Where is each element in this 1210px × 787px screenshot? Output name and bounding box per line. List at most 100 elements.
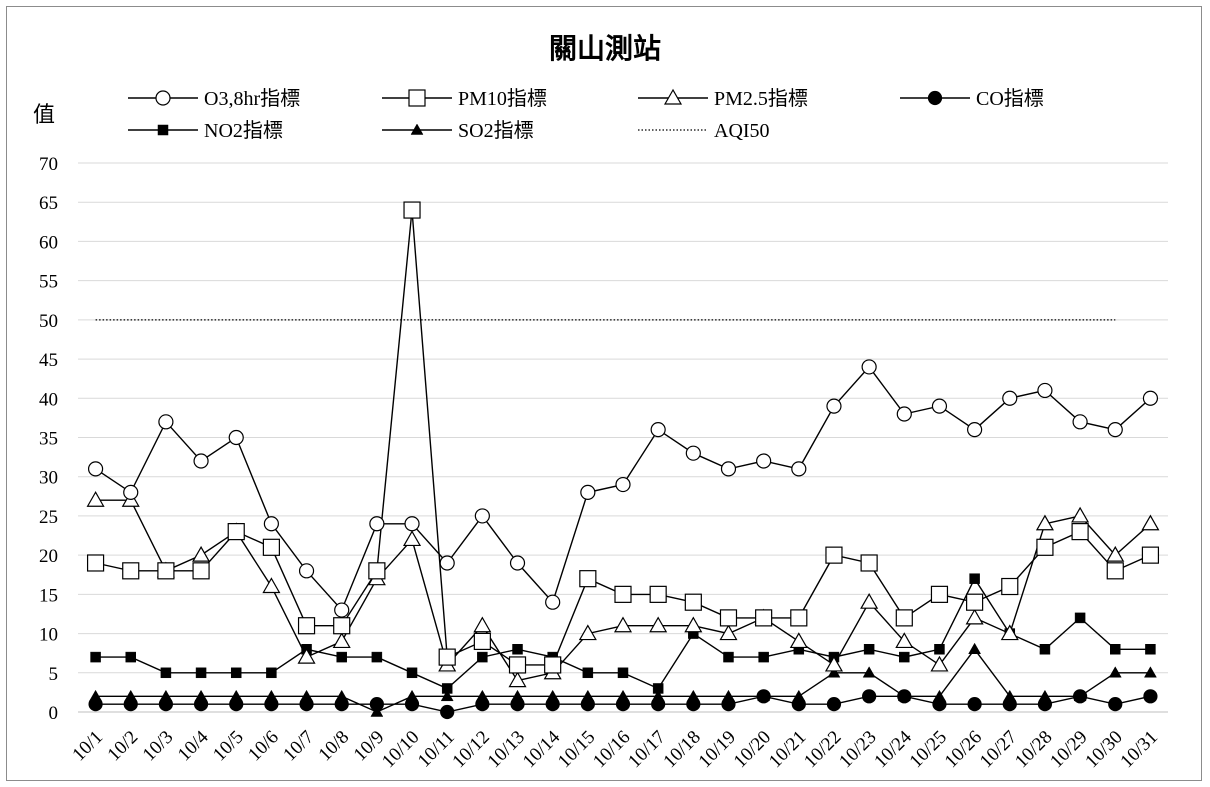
data-point <box>650 422 666 438</box>
data-point <box>510 697 525 712</box>
legend-marker <box>927 90 943 106</box>
x-tick-label: 10/2 <box>104 727 143 766</box>
y-tick-label: 60 <box>39 232 58 253</box>
data-point <box>684 593 702 611</box>
x-tick-label: 10/7 <box>279 727 318 766</box>
x-tick-label: 10/10 <box>378 727 423 772</box>
x-tick-label: 10/8 <box>315 727 354 766</box>
data-point <box>512 644 523 655</box>
legend-item: O3,8hr指標 <box>128 87 300 110</box>
data-point <box>297 617 316 635</box>
y-tick-label: 20 <box>39 546 58 567</box>
data-point <box>723 651 734 663</box>
data-point <box>860 554 878 572</box>
data-point <box>582 667 594 679</box>
x-tick-label: 10/1 <box>68 727 107 766</box>
y-axis-label: 值 <box>33 102 55 127</box>
data-point <box>969 573 980 584</box>
data-point <box>475 697 490 712</box>
data-point <box>1071 506 1090 523</box>
data-point <box>686 697 701 712</box>
data-point <box>895 609 913 627</box>
legend-marker <box>663 88 683 105</box>
series-CO指標 <box>88 689 1158 720</box>
legend-label: PM10指標 <box>458 87 547 110</box>
data-point <box>1036 538 1054 556</box>
x-tick-label: 10/24 <box>870 726 916 772</box>
data-point <box>895 632 914 649</box>
chart-title: 關山測站 <box>549 32 661 65</box>
data-point <box>721 697 736 712</box>
legend-item: SO2指標 <box>382 119 534 142</box>
data-point <box>90 651 101 663</box>
data-point <box>122 562 140 580</box>
data-point <box>617 667 629 679</box>
series-PM10指標 <box>86 201 1160 674</box>
data-point <box>649 616 668 633</box>
legend-label: AQI50 <box>714 120 770 142</box>
data-point <box>299 697 314 712</box>
x-tick-label: 10/15 <box>554 727 599 772</box>
data-point <box>932 697 947 712</box>
data-point <box>193 453 209 469</box>
data-point <box>192 562 210 580</box>
y-tick-label: 10 <box>39 625 58 646</box>
legend-label: PM2.5指標 <box>714 87 808 110</box>
y-tick-label: 30 <box>39 468 58 489</box>
data-point <box>1002 390 1018 406</box>
data-point <box>720 461 737 477</box>
data-point <box>931 398 948 414</box>
x-tick-label: 10/5 <box>209 727 248 766</box>
data-point <box>615 697 631 712</box>
data-point <box>474 508 490 524</box>
y-tick-labels: 0 5 10 15 20 25 30 35 40 45 50 55 60 65 70 <box>39 154 58 724</box>
data-point <box>578 624 597 641</box>
data-point <box>755 609 773 627</box>
legend-marker <box>410 123 424 135</box>
data-point <box>1072 689 1088 704</box>
legend-label: CO指標 <box>976 87 1044 110</box>
y-tick-label: 35 <box>39 429 58 450</box>
legend: O3,8hr指標 PM10指標 PM2.5指標 CO指標 NO2指標 SO2指標 AQI50 <box>128 87 1044 142</box>
data-point <box>789 632 808 649</box>
data-point <box>756 453 772 469</box>
x-tick-label: 10/22 <box>800 727 845 772</box>
data-point <box>88 697 103 712</box>
data-point <box>508 671 527 688</box>
data-point <box>229 697 244 712</box>
data-point <box>298 563 315 579</box>
data-point <box>334 697 349 712</box>
data-point <box>790 609 808 627</box>
data-point <box>332 632 351 649</box>
data-point <box>1141 514 1160 531</box>
legend-label: SO2指標 <box>458 119 534 142</box>
legend-item: CO指標 <box>900 87 1044 110</box>
x-tick-label: 10/31 <box>1117 727 1162 772</box>
data-point <box>545 594 561 610</box>
x-tick-label: 10/25 <box>906 727 951 772</box>
data-point <box>1142 390 1159 406</box>
data-point <box>1106 562 1124 580</box>
data-point <box>967 697 982 712</box>
data-point <box>579 570 597 588</box>
data-point <box>791 461 807 477</box>
x-tick-label: 10/12 <box>448 727 493 772</box>
data-point <box>968 642 982 655</box>
data-point <box>1106 545 1125 562</box>
y-tick-label: 70 <box>39 154 58 175</box>
data-point <box>580 697 595 712</box>
data-point <box>1001 577 1019 596</box>
data-point <box>508 656 527 674</box>
data-point <box>440 689 454 702</box>
data-point <box>125 651 136 663</box>
data-point <box>86 491 105 507</box>
data-point <box>1108 666 1122 678</box>
legend-marker <box>157 124 169 136</box>
data-point <box>544 656 562 674</box>
data-point <box>613 616 633 633</box>
data-point <box>685 445 701 461</box>
series-O3,8hr指標 <box>87 359 1159 618</box>
data-point <box>192 545 211 562</box>
data-point <box>966 593 984 611</box>
data-point <box>406 667 418 679</box>
